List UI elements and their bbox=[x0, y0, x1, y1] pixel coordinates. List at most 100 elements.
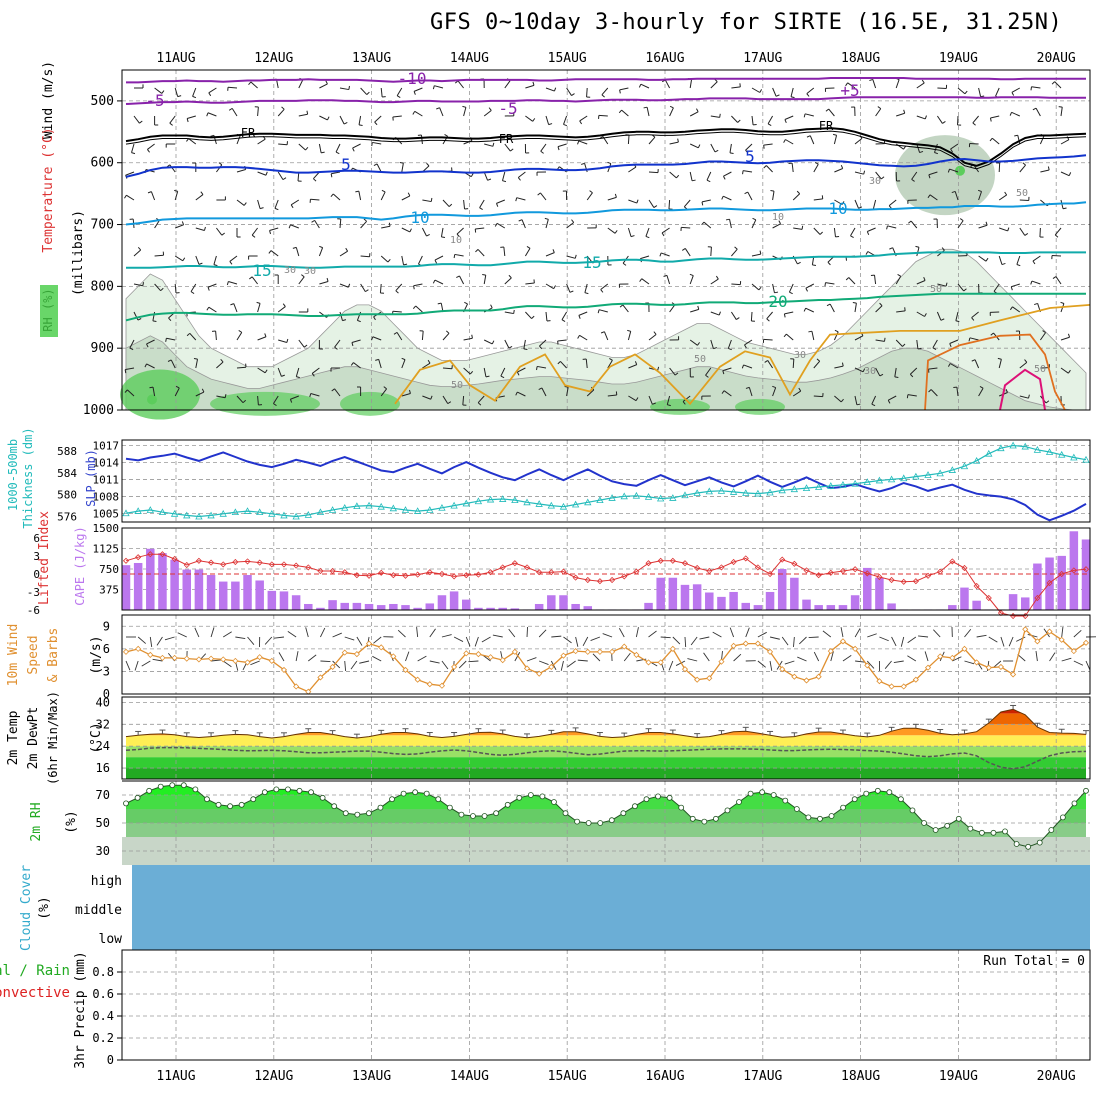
wind-barb-flag bbox=[1024, 233, 1029, 236]
cape-bar bbox=[462, 599, 471, 610]
wind-barb bbox=[936, 115, 943, 124]
cape-bar bbox=[376, 605, 386, 610]
wind-barb bbox=[586, 87, 588, 98]
wind-barb-flag bbox=[883, 337, 886, 342]
wind-barb bbox=[828, 108, 835, 117]
wind-barb-flag bbox=[1010, 286, 1013, 291]
rh2m-marker bbox=[539, 793, 546, 800]
wind-barb bbox=[195, 255, 200, 265]
wind-barb bbox=[133, 249, 142, 257]
wind-barb-flag bbox=[697, 305, 700, 310]
wind-barb bbox=[208, 306, 217, 313]
thickness-marker bbox=[1070, 453, 1078, 461]
wind-barb-flag bbox=[146, 343, 149, 348]
wind-barb bbox=[458, 660, 467, 669]
wind-barb bbox=[875, 171, 882, 180]
wind-barb bbox=[278, 143, 288, 146]
wind-barb bbox=[360, 255, 370, 258]
wind-barb bbox=[210, 627, 215, 638]
thickness-marker bbox=[231, 508, 240, 516]
wind-barb bbox=[339, 311, 343, 321]
rh2m-marker bbox=[793, 806, 800, 812]
wind-barb-flag bbox=[889, 247, 893, 250]
y-tick-label-slp: 1005 bbox=[93, 508, 120, 521]
wind-barb-flag bbox=[412, 111, 416, 115]
wind-barb-flag bbox=[264, 369, 268, 374]
wind-barb bbox=[957, 87, 966, 95]
wind-barb-flag bbox=[358, 124, 363, 126]
wind-speed-marker bbox=[414, 676, 421, 683]
wind-speed-marker bbox=[475, 651, 482, 658]
wind-barb bbox=[928, 171, 938, 176]
wind-barb-flag bbox=[1001, 262, 1006, 266]
wind-barb bbox=[1049, 652, 1056, 662]
wind-barb-flag bbox=[923, 276, 926, 281]
wind-barb bbox=[834, 199, 843, 205]
wind-barb-flag bbox=[903, 109, 906, 114]
thickness-marker bbox=[912, 472, 920, 480]
wind-barb-flag bbox=[715, 275, 719, 280]
wind-barb bbox=[757, 631, 767, 638]
wind-barb bbox=[525, 115, 533, 122]
wind-barb bbox=[422, 362, 431, 369]
wind-barb-flag bbox=[564, 386, 569, 388]
wind-barb bbox=[1060, 171, 1070, 177]
wind-barb-flag bbox=[220, 358, 224, 363]
wind-barb bbox=[689, 339, 698, 346]
wind-barb bbox=[563, 636, 572, 644]
wind-barb-flag bbox=[193, 357, 198, 360]
wind-barb bbox=[525, 84, 535, 89]
wind-barb-flag bbox=[577, 335, 580, 339]
lifted-index-marker bbox=[681, 560, 689, 567]
wind-barb bbox=[295, 247, 300, 257]
wind-barb-flag bbox=[645, 235, 650, 239]
isotherm-label: 10 bbox=[828, 199, 847, 218]
wind-barb-flag bbox=[453, 254, 456, 259]
wind-barb bbox=[1031, 280, 1041, 285]
wind-barb-flag bbox=[208, 92, 212, 97]
wind-barb bbox=[712, 631, 722, 638]
wind-barb bbox=[278, 339, 287, 343]
wind-barb-flag bbox=[845, 82, 849, 87]
wind-barb-flag bbox=[682, 401, 686, 405]
wind-barb bbox=[477, 395, 485, 404]
wind-barb bbox=[125, 660, 131, 671]
rh2m-marker bbox=[597, 820, 604, 826]
rh2m-marker bbox=[516, 794, 523, 801]
cape-bar bbox=[729, 591, 738, 610]
wind-barb bbox=[578, 311, 588, 316]
wind-barb bbox=[772, 87, 777, 97]
rh2m-marker bbox=[169, 782, 176, 789]
axis-label-speed: Speed bbox=[26, 635, 41, 674]
wind-barb bbox=[129, 339, 135, 349]
wind-barb bbox=[380, 255, 389, 263]
isotherm-35 bbox=[999, 368, 1046, 411]
rh-contour-label: 50 bbox=[930, 284, 942, 295]
rh-contour-label: 30 bbox=[304, 266, 316, 277]
wind-speed-marker bbox=[900, 683, 907, 690]
cape-bar bbox=[705, 592, 714, 610]
wind-barb-flag bbox=[706, 179, 711, 183]
isotherm-label: FR bbox=[241, 126, 256, 140]
rh2m-marker bbox=[389, 796, 395, 803]
wind-speed-marker bbox=[596, 648, 603, 655]
wind-barb-flag bbox=[487, 178, 492, 181]
wind-speed-marker bbox=[122, 648, 130, 655]
wind-barbs bbox=[124, 77, 1072, 407]
wind-barb-flag bbox=[832, 133, 837, 136]
cape-bar bbox=[1057, 555, 1066, 610]
wind-barb-flag bbox=[147, 149, 150, 153]
rh2m-marker bbox=[632, 803, 638, 810]
wind-barb bbox=[150, 191, 156, 201]
wind-barb bbox=[954, 191, 959, 201]
thickness-marker bbox=[693, 489, 701, 496]
wind-barb bbox=[257, 138, 266, 145]
y-tick-label: 900 bbox=[91, 341, 114, 356]
wind-barb bbox=[332, 632, 342, 638]
wind-barb-flag bbox=[326, 277, 329, 282]
lifted-index-marker bbox=[645, 560, 652, 567]
wind-barb-flag bbox=[168, 317, 172, 322]
rh2m-marker bbox=[400, 790, 407, 797]
wind-barb-flag bbox=[152, 320, 157, 323]
